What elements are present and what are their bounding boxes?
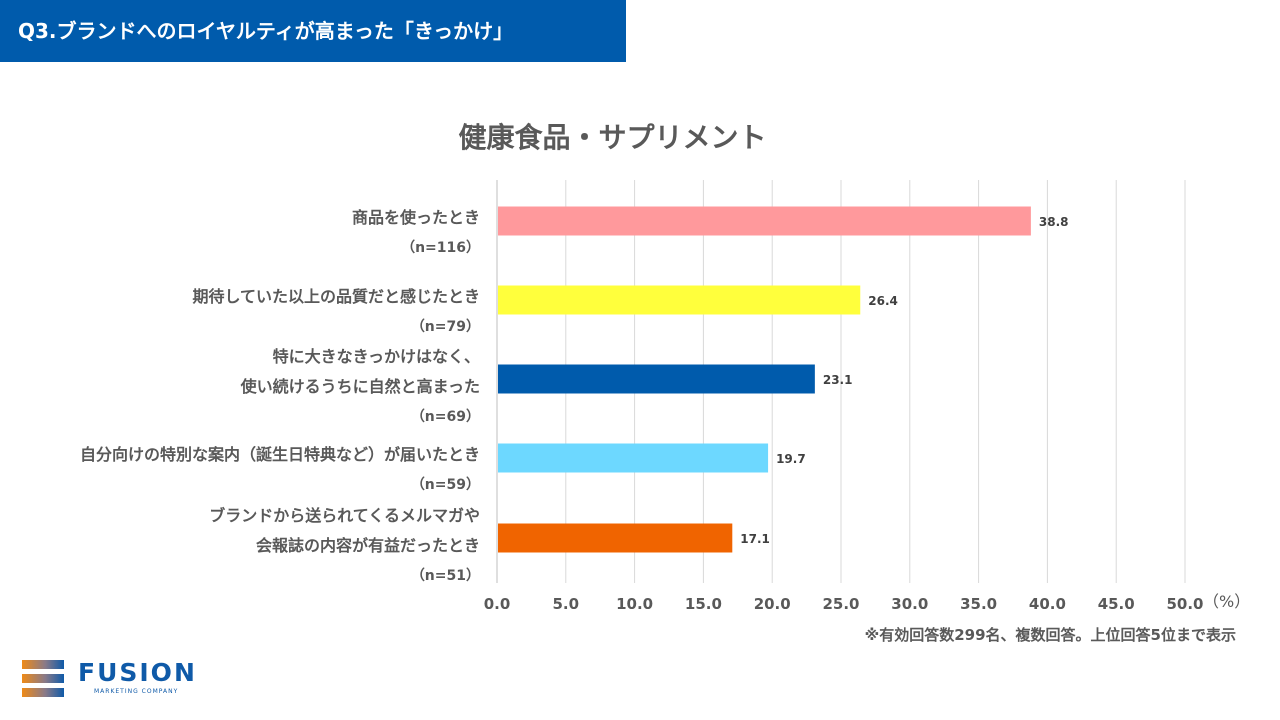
sample-size: （n=116） (401, 240, 480, 256)
sample-size: （n=69） (410, 409, 480, 425)
data-label: 23.1 (823, 373, 853, 387)
footnote: ※有効回答数299名、複数回答。上位回答5位まで表示 (864, 626, 1236, 644)
x-tick-label: 45.0 (1098, 595, 1135, 613)
logo-text: FUSION (78, 658, 197, 687)
category-text: 期待していた以上の品質だと感じたとき (192, 287, 480, 306)
x-tick-label: 15.0 (685, 595, 722, 613)
category-text: 使い続けるうちに自然と高まった (240, 377, 480, 396)
slide-header: Q3.ブランドへのロイヤルティが高まった「きっかけ」 (0, 0, 626, 62)
x-tick-label: 35.0 (960, 595, 997, 613)
logo-stripe (22, 660, 64, 669)
x-tick-label: 40.0 (1029, 595, 1066, 613)
x-tick-label: 25.0 (822, 595, 859, 613)
bar (498, 285, 861, 315)
category-label: 自分向けの特別な案内（誕生日特典など）が届いたとき （n=59） (80, 440, 480, 500)
x-tick-label: 30.0 (891, 595, 928, 613)
x-tick-label: 10.0 (616, 595, 653, 613)
bar (498, 443, 769, 473)
category-text: 自分向けの特別な案内（誕生日特典など）が届いたとき (79, 445, 480, 464)
logo-tagline: MARKETING COMPANY (94, 688, 179, 695)
data-label: 38.8 (1039, 215, 1069, 229)
sample-size: （n=59） (410, 477, 480, 493)
chart-title: 健康食品・サプリメント (458, 121, 767, 154)
category-label: ブランドから送られてくるメルマガや会報誌の内容が有益だったとき （n=51） (209, 501, 480, 591)
x-tick-label: 50.0 (1166, 595, 1203, 613)
x-tick-label: 20.0 (754, 595, 791, 613)
x-axis-unit: （%） (1203, 592, 1251, 611)
category-label: 特に大きなきっかけはなく、使い続けるうちに自然と高まった （n=69） (241, 342, 480, 432)
category-label: 期待していた以上の品質だと感じたとき （n=79） (192, 282, 480, 342)
fusion-logo: FUSION MARKETING COMPANY (22, 658, 195, 700)
data-label: 19.7 (776, 452, 806, 466)
bar (498, 364, 815, 394)
category-label: 商品を使ったとき （n=116） (352, 203, 480, 263)
data-label: 17.1 (740, 532, 770, 546)
category-text: ブランドから送られてくるメルマガや (209, 506, 480, 525)
category-text: 商品を使ったとき (351, 208, 480, 227)
bar (498, 523, 733, 553)
x-tick-label: 0.0 (484, 595, 511, 613)
sample-size: （n=51） (410, 568, 480, 584)
logo-stripe (22, 688, 64, 697)
logo-stripe (22, 674, 64, 683)
bar (498, 206, 1031, 236)
sample-size: （n=79） (410, 319, 480, 335)
category-text: 特に大きなきっかけはなく、 (272, 347, 480, 366)
x-tick-label: 5.0 (553, 595, 580, 613)
data-label: 26.4 (868, 294, 898, 308)
category-text: 会報誌の内容が有益だったとき (255, 536, 480, 555)
